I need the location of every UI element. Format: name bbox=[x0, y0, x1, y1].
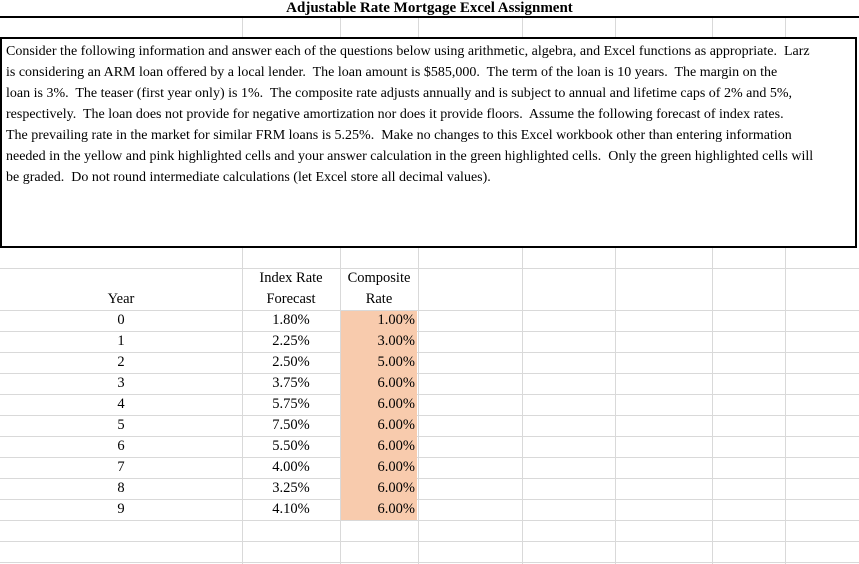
composite-rate-cell[interactable]: 6.00% bbox=[377, 375, 415, 391]
index-rate-cell[interactable]: 4.10% bbox=[272, 501, 310, 517]
header-composite-rate[interactable]: Composite Rate bbox=[340, 268, 418, 310]
header-index-rate-line2: Forecast bbox=[266, 291, 316, 307]
index-rate-cell[interactable]: 3.25% bbox=[272, 480, 310, 496]
composite-rate-cell[interactable]: 6.00% bbox=[377, 459, 415, 475]
gridline bbox=[0, 541, 859, 542]
index-rate-cell[interactable]: 5.50% bbox=[272, 438, 310, 454]
year-cell[interactable]: 0 bbox=[117, 312, 125, 328]
composite-rate-cell[interactable]: 1.00% bbox=[377, 312, 415, 328]
index-rate-cell[interactable]: 3.75% bbox=[272, 375, 310, 391]
header-year[interactable]: Year bbox=[107, 291, 135, 307]
gridline bbox=[522, 17, 523, 37]
year-cell[interactable]: 1 bbox=[117, 333, 125, 349]
gridline bbox=[0, 268, 859, 269]
gridline bbox=[0, 310, 859, 311]
index-rate-cell[interactable]: 2.25% bbox=[272, 333, 310, 349]
gridline bbox=[0, 436, 859, 437]
gridline bbox=[785, 246, 786, 564]
gridline bbox=[0, 331, 859, 332]
instructions-line: loan is 3%. The teaser (first year only)… bbox=[6, 86, 792, 101]
instructions-line: Consider the following information and a… bbox=[6, 44, 810, 59]
gridline bbox=[0, 415, 859, 416]
gridline bbox=[785, 17, 786, 37]
gridline bbox=[0, 478, 859, 479]
instructions-line: is considering an ARM loan offered by a … bbox=[6, 65, 778, 80]
gridline bbox=[0, 562, 859, 563]
year-cell[interactable]: 3 bbox=[117, 375, 125, 391]
composite-rate-cell[interactable]: 6.00% bbox=[377, 480, 415, 496]
gridline bbox=[712, 17, 713, 37]
gridline bbox=[615, 17, 616, 37]
year-cell[interactable]: 5 bbox=[117, 417, 125, 433]
year-cell[interactable]: 4 bbox=[117, 396, 125, 412]
gridline bbox=[418, 246, 419, 564]
title-cell-bottom-border bbox=[0, 16, 859, 18]
composite-rate-cell[interactable]: 6.00% bbox=[377, 417, 415, 433]
gridline bbox=[0, 352, 859, 353]
gridline bbox=[0, 457, 859, 458]
instructions-line: respectively. The loan does not provide … bbox=[6, 107, 784, 122]
composite-rate-cell[interactable]: 5.00% bbox=[377, 354, 415, 370]
instructions-line: be graded. Do not round intermediate cal… bbox=[6, 170, 491, 185]
index-rate-cell[interactable]: 4.00% bbox=[272, 459, 310, 475]
gridline bbox=[340, 246, 341, 564]
composite-rate-cell[interactable]: 3.00% bbox=[377, 333, 415, 349]
year-cell[interactable]: 6 bbox=[117, 438, 125, 454]
gridline bbox=[0, 520, 859, 521]
year-cell[interactable]: 8 bbox=[117, 480, 125, 496]
index-rate-cell[interactable]: 1.80% bbox=[272, 312, 310, 328]
gridline bbox=[340, 17, 341, 37]
composite-rate-cell[interactable]: 6.00% bbox=[377, 438, 415, 454]
year-cell[interactable]: 9 bbox=[117, 501, 125, 517]
instructions-line: The prevailing rate in the market for si… bbox=[6, 128, 792, 143]
composite-rate-cell[interactable]: 6.00% bbox=[377, 396, 415, 412]
gridline bbox=[615, 246, 616, 564]
composite-rate-cell[interactable]: 6.00% bbox=[377, 501, 415, 517]
index-rate-cell[interactable]: 7.50% bbox=[272, 417, 310, 433]
instructions-line: needed in the yellow and pink highlighte… bbox=[6, 149, 814, 164]
instructions-box: Consider the following information and a… bbox=[0, 37, 857, 248]
gridline bbox=[0, 373, 859, 374]
header-composite-line2: Rate bbox=[365, 291, 393, 307]
composite-rate-highlight bbox=[341, 311, 417, 520]
year-cell[interactable]: 7 bbox=[117, 459, 125, 475]
header-composite-line1: Composite bbox=[347, 270, 411, 286]
header-index-rate-line1: Index Rate bbox=[259, 270, 323, 286]
page-title: Adjustable Rate Mortgage Excel Assignmen… bbox=[286, 0, 573, 16]
gridline bbox=[418, 17, 419, 37]
gridline bbox=[712, 246, 713, 564]
index-rate-cell[interactable]: 5.75% bbox=[272, 396, 310, 412]
gridline bbox=[0, 499, 859, 500]
index-rate-cell[interactable]: 2.50% bbox=[272, 354, 310, 370]
title-cell: Adjustable Rate Mortgage Excel Assignmen… bbox=[0, 0, 859, 17]
header-index-rate-forecast[interactable]: Index Rate Forecast bbox=[242, 268, 340, 310]
gridline bbox=[242, 17, 243, 37]
gridline bbox=[242, 246, 243, 564]
gridline bbox=[0, 394, 859, 395]
year-cell[interactable]: 2 bbox=[117, 354, 125, 370]
gridline bbox=[522, 246, 523, 564]
